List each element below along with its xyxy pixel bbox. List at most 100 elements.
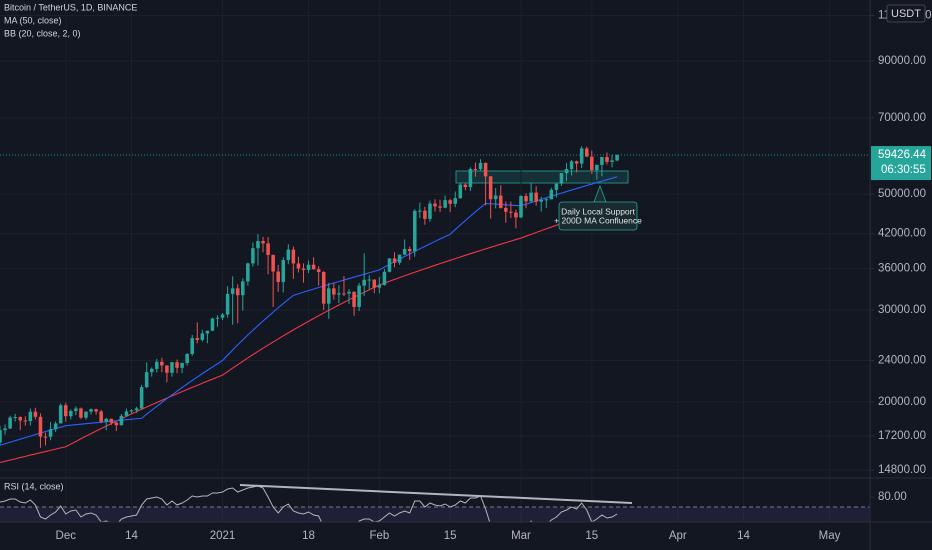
- candle-body: [564, 169, 569, 174]
- candle-body: [362, 279, 366, 286]
- last-price-box: [871, 146, 931, 181]
- candle-body: [372, 279, 377, 288]
- candle-body: [246, 263, 250, 282]
- candle-body: [554, 183, 559, 190]
- candle-body: [332, 288, 336, 295]
- candle-body: [8, 417, 12, 429]
- candle-body: [43, 436, 48, 438]
- candle-body: [327, 288, 331, 304]
- x-tick-label: 15: [585, 530, 598, 542]
- candle-body: [590, 156, 594, 171]
- y-tick-label: 80.00: [878, 491, 907, 503]
- price-pane: [0, 146, 870, 464]
- candle-body: [438, 206, 442, 208]
- candle-body: [387, 258, 392, 272]
- candle-body: [458, 184, 463, 199]
- candle-body: [241, 281, 245, 296]
- candle-body: [559, 173, 564, 184]
- candle-body: [412, 210, 417, 252]
- candle-body: [448, 200, 452, 204]
- candle-body: [144, 372, 149, 388]
- candle-body: [185, 353, 189, 364]
- y-tick-label: 42000.00: [878, 228, 926, 240]
- candle-body: [428, 203, 432, 219]
- candle-body: [615, 155, 619, 161]
- candle-body: [579, 148, 584, 164]
- support-zone: [455, 170, 629, 184]
- candle-body: [347, 291, 351, 294]
- y-tick-label: 14800.00: [878, 464, 926, 476]
- candle-body: [584, 148, 589, 157]
- candle-body: [225, 293, 230, 315]
- candle-body: [286, 249, 291, 261]
- candle-body: [569, 161, 574, 170]
- candle-body: [534, 192, 538, 202]
- candle-body: [48, 429, 53, 437]
- x-tick-label: 15: [444, 530, 457, 542]
- candle-body: [539, 199, 543, 202]
- annotation-box: [558, 201, 638, 231]
- y-tick-label: 70000.00: [878, 112, 926, 124]
- candle-body: [139, 387, 144, 409]
- candle-body: [377, 284, 382, 288]
- candle-body: [483, 162, 488, 177]
- x-tick-label: 2021: [210, 530, 236, 542]
- candle-body: [0, 430, 2, 443]
- candle-body: [357, 285, 361, 307]
- candle-body: [104, 418, 108, 422]
- annotation-line: Daily Local Support: [561, 206, 635, 216]
- candle-body: [610, 160, 614, 162]
- candle-body: [69, 410, 73, 417]
- candle-body: [433, 203, 437, 207]
- candle-body: [478, 162, 483, 170]
- candle-body: [382, 271, 387, 285]
- x-tick-label: 14: [125, 530, 138, 542]
- candle-body: [79, 408, 83, 418]
- candle-body: [63, 405, 68, 417]
- candle-body: [165, 365, 169, 373]
- candle-body: [74, 408, 78, 411]
- candle-body: [291, 249, 296, 264]
- indicator-legend: BB (20, close, 2, 0): [4, 28, 81, 38]
- candle-body: [574, 161, 579, 164]
- candle-body: [529, 192, 533, 202]
- candle-body: [155, 361, 159, 369]
- x-tick-label: Mar: [511, 530, 531, 542]
- candle-body: [311, 264, 316, 270]
- candle-body: [423, 210, 427, 219]
- indicator-legend: MA (50, close): [4, 15, 62, 25]
- x-tick-label: May: [819, 530, 841, 542]
- indicator-line: [0, 204, 618, 464]
- candle-body: [266, 243, 270, 255]
- candle-body: [281, 260, 286, 282]
- candle-body: [524, 196, 528, 202]
- candle-body: [84, 411, 88, 418]
- candle-body: [605, 157, 609, 162]
- candle-body: [337, 293, 341, 295]
- candle-body: [549, 189, 554, 200]
- candle-body: [397, 254, 402, 263]
- candle-body: [210, 318, 215, 331]
- candle-body: [124, 411, 129, 416]
- candle-body: [443, 200, 447, 208]
- rsi-band: [0, 507, 870, 522]
- candle-body: [504, 207, 508, 212]
- candle-body: [498, 195, 503, 208]
- candle-body: [220, 314, 225, 318]
- candle-body: [170, 362, 174, 373]
- candle-body: [114, 422, 119, 426]
- candle-body: [200, 333, 205, 340]
- y-tick-label: 17200.00: [878, 430, 926, 442]
- candle-body: [230, 288, 235, 294]
- rsi-legend: RSI (14, close): [4, 481, 64, 491]
- candle-body: [175, 362, 179, 368]
- x-tick-label: Dec: [56, 530, 77, 542]
- candle-body: [38, 416, 43, 437]
- candle-body: [392, 258, 397, 263]
- candle-body: [109, 418, 114, 423]
- candle-body: [13, 417, 17, 419]
- y-tick-label: 20000.00: [878, 396, 926, 408]
- candle-body: [33, 411, 38, 417]
